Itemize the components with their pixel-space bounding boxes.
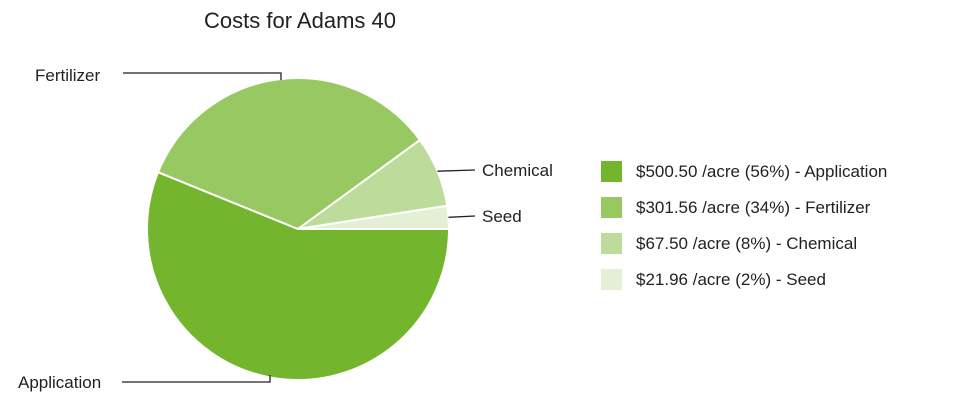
legend-entry-fertilizer[interactable]: $301.56 /acre (34%) - Fertilizer bbox=[636, 198, 871, 217]
chart-title: Costs for Adams 40 bbox=[204, 8, 396, 33]
legend-swatch-seed bbox=[601, 269, 622, 290]
legend: $500.50 /acre (56%) - Application $301.56… bbox=[601, 161, 887, 290]
legend-swatch-application bbox=[601, 161, 622, 182]
pie-slice-application[interactable] bbox=[146, 170, 451, 381]
legend-entry-application[interactable]: $500.50 /acre (56%) - Application bbox=[636, 162, 887, 181]
slice-label-application: Application bbox=[18, 373, 101, 392]
leader-line-application bbox=[122, 375, 271, 383]
slice-labels: Application Fertilizer Chemical Seed bbox=[18, 66, 553, 392]
legend-swatch-chemical bbox=[601, 233, 622, 254]
leader-line-fertilizer bbox=[123, 72, 282, 80]
pie-slice-fertilizer[interactable] bbox=[156, 77, 422, 231]
pie-slices bbox=[146, 77, 451, 381]
leader-line-seed bbox=[448, 215, 476, 218]
slice-label-fertilizer: Fertilizer bbox=[35, 66, 101, 85]
legend-entry-seed[interactable]: $21.96 /acre (2%) - Seed bbox=[636, 270, 826, 289]
legend-swatch-fertilizer bbox=[601, 197, 622, 218]
leader-line-chemical bbox=[437, 169, 476, 172]
slice-label-chemical: Chemical bbox=[482, 161, 553, 180]
slice-leader-lines bbox=[122, 72, 476, 383]
legend-entry-chemical[interactable]: $67.50 /acre (8%) - Chemical bbox=[636, 234, 857, 253]
slice-label-seed: Seed bbox=[482, 207, 522, 226]
